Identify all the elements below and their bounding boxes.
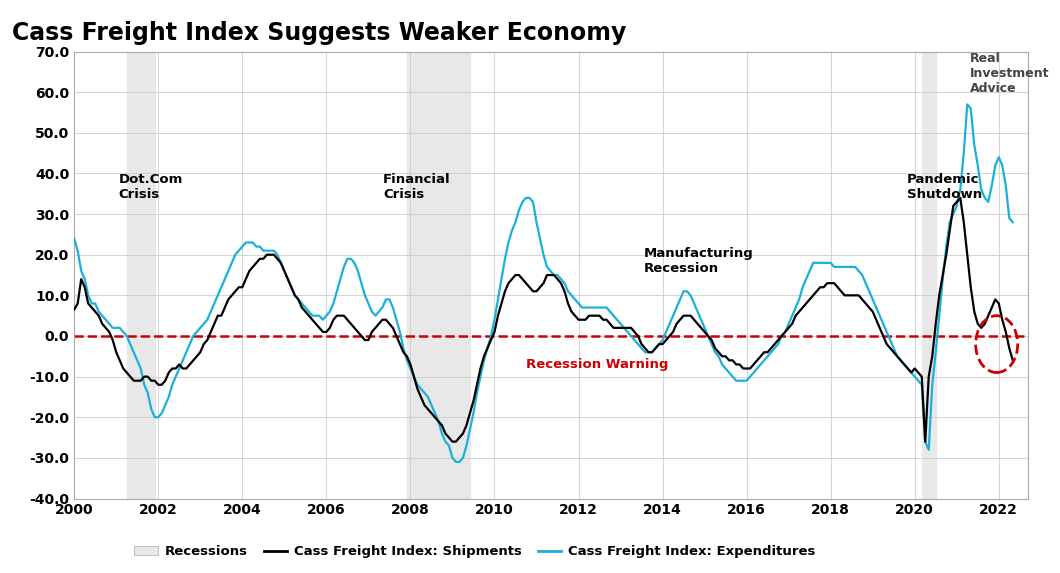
Text: Real
Investment
Advice: Real Investment Advice <box>970 52 1049 95</box>
Bar <box>922 52 936 499</box>
Bar <box>127 52 155 499</box>
Text: Manufacturing
Recession: Manufacturing Recession <box>643 246 754 274</box>
Text: Dot.Com
Crisis: Dot.Com Crisis <box>119 174 182 202</box>
Legend: Recessions, Cass Freight Index: Shipments, Cass Freight Index: Expenditures: Recessions, Cass Freight Index: Shipment… <box>129 540 820 563</box>
Text: Recession Warning: Recession Warning <box>526 358 669 371</box>
Bar <box>407 52 470 499</box>
Text: Financial
Crisis: Financial Crisis <box>383 174 450 202</box>
Text: Pandemic
Shutdown: Pandemic Shutdown <box>907 174 983 202</box>
Text: Cass Freight Index Suggests Weaker Economy: Cass Freight Index Suggests Weaker Econo… <box>12 21 626 45</box>
